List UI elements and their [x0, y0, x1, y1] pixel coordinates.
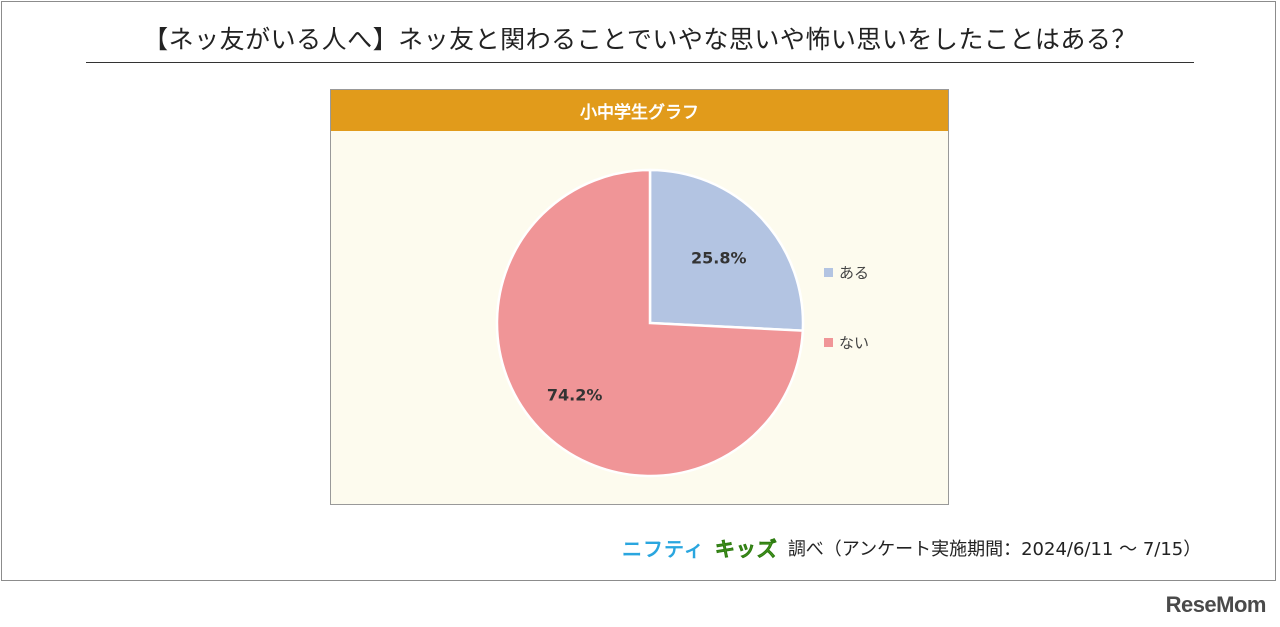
source-text: 調べ（アンケート実施期間：2024/6/11 ～ 7/15） — [787, 538, 1202, 560]
source-credit: ニフティ キッズ 調べ（アンケート実施期間：2024/6/11 ～ 7/15） — [622, 533, 1201, 562]
pie-slice-1 — [495, 168, 805, 478]
legend-swatch-0 — [824, 268, 833, 277]
legend-swatch-1 — [824, 338, 833, 347]
brand-kids: キッズ — [714, 537, 778, 562]
pie-slice-0 — [648, 168, 805, 332]
slice-label-1: 74.2% — [547, 386, 603, 405]
panel-header: 小中学生グラフ — [331, 90, 948, 131]
slice-label-0: 25.8% — [691, 249, 747, 268]
brand-nifty: ニフティ — [622, 537, 705, 561]
legend-label-0: ある — [839, 264, 869, 282]
chart-panel: 小中学生グラフ 25.8% 74.2% あるない — [330, 89, 949, 505]
resemom-logo: ReseMom — [1165, 592, 1267, 617]
legend-label-1: ない — [839, 334, 869, 352]
title-underline — [86, 62, 1194, 63]
page-title: 【ネッ友がいる人へ】ネッ友と関わることでいやな思いや怖い思いをしたことはある？ — [143, 25, 1137, 54]
